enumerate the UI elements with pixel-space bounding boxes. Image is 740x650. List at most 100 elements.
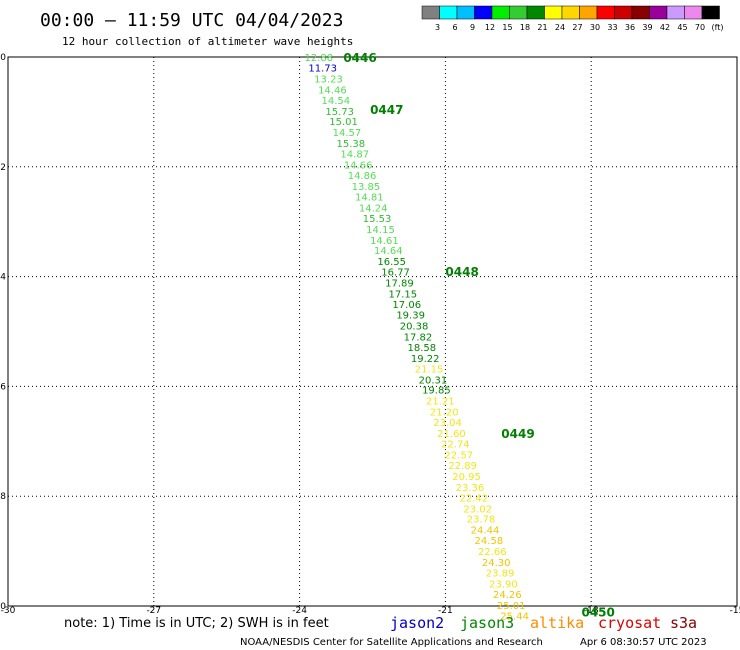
colorbar-label: (ft) <box>711 23 723 32</box>
colorbar-swatch <box>491 5 510 20</box>
colorbar-swatch <box>509 5 528 20</box>
colorbar-label: 36 <box>625 23 635 32</box>
time-label: 0449 <box>501 427 534 441</box>
swh-value: 22.66 <box>478 547 507 558</box>
y-tick-label: -40 <box>0 602 6 612</box>
x-tick-label: -18 <box>584 606 599 616</box>
colorbar-swatch <box>579 5 598 20</box>
x-tick-label: -27 <box>146 606 161 616</box>
swh-value: 19.85 <box>422 386 451 397</box>
y-tick-label: -38 <box>0 492 6 502</box>
colorbar-label: 70 <box>695 23 705 32</box>
satellite-cryosat: cryosat <box>598 614 661 632</box>
y-tick-label: -36 <box>0 382 6 392</box>
swh-value: 14.87 <box>340 150 369 161</box>
footer-timestamp: Apr 6 08:30:57 UTC 2023 <box>580 637 707 648</box>
colorbar-label: 42 <box>660 23 670 32</box>
colorbar-swatch <box>631 5 650 20</box>
swh-value: 21.15 <box>415 364 444 375</box>
colorbar-label: 6 <box>452 23 457 32</box>
colorbar-label: 15 <box>502 23 512 32</box>
chart-subtitle: 12 hour collection of altimeter wave hei… <box>62 35 353 48</box>
swh-value: 25.44 <box>500 611 529 622</box>
footer-credit: NOAA/NESDIS Center for Satellite Applica… <box>240 637 543 648</box>
x-tick-label: -24 <box>292 606 307 616</box>
swh-value: 13.85 <box>352 182 381 193</box>
swh-value: 15.53 <box>363 214 392 225</box>
colorbar-label: 30 <box>590 23 600 32</box>
swh-value: 14.15 <box>366 225 395 236</box>
chart-title: 00:00 – 11:59 UTC 04/04/2023 <box>40 10 343 31</box>
colorbar-label: 12 <box>485 23 495 32</box>
axis-ticks: -30 -27 -24 -21 -18 -15 -30 -32 -34 -36 -38 -40 <box>0 53 740 616</box>
swh-value: 12.88 <box>304 53 333 64</box>
swh-value: 20.95 <box>452 472 481 483</box>
satellite-altika: altika <box>530 614 584 632</box>
swh-value: 17.82 <box>404 332 433 343</box>
satellite-legend: jason2 jason3 altika cryosat s3a <box>390 614 697 632</box>
swh-value: 22.42 <box>459 493 488 504</box>
colorbar-label: 33 <box>607 23 617 32</box>
swh-value: 16.55 <box>377 257 406 268</box>
swh-value: 17.06 <box>392 300 421 311</box>
plot-frame <box>7 56 738 607</box>
swh-value: 22.89 <box>448 461 477 472</box>
colorbar-swatch <box>684 5 703 20</box>
colorbar-swatch <box>544 5 563 20</box>
swh-value: 15.38 <box>337 139 366 150</box>
y-tick-label: -34 <box>0 273 6 283</box>
swh-value: 21.60 <box>437 429 466 440</box>
colorbar-swatch <box>421 5 440 20</box>
swh-value: 21.21 <box>426 397 455 408</box>
colorbar-swatch <box>701 5 720 20</box>
swh-value: 14.86 <box>348 171 377 182</box>
colorbar-label: 9 <box>470 23 475 32</box>
colorbar: 3 6 9 12 15 18 21 24 27 30 33 36 39 42 45 70 (ft) <box>421 5 724 32</box>
x-tick-label: -30 <box>1 606 16 616</box>
swh-value: 19.22 <box>411 354 440 365</box>
swh-value: 24.26 <box>493 590 522 601</box>
colorbar-swatch <box>439 5 458 20</box>
swh-value: 22.57 <box>444 450 473 461</box>
swh-value: 24.44 <box>471 526 500 537</box>
colorbar-swatch <box>561 5 580 20</box>
colorbar-swatch <box>456 5 475 20</box>
data-points: 12.8811.7313.2314.4614.5415.7315.0114.57… <box>304 53 528 622</box>
x-tick-label: -21 <box>438 606 453 616</box>
grid <box>8 57 737 606</box>
colorbar-label: 21 <box>537 23 547 32</box>
swh-value: 16.77 <box>381 268 410 279</box>
colorbar-label: 27 <box>572 23 582 32</box>
swh-value: 13.23 <box>314 74 343 85</box>
y-tick-label: -30 <box>0 53 6 63</box>
swh-value: 24.30 <box>482 558 511 569</box>
colorbar-label: 45 <box>677 23 687 32</box>
swh-value: 14.54 <box>321 96 350 107</box>
swh-value: 14.57 <box>333 128 362 139</box>
swh-value: 15.01 <box>329 117 358 128</box>
colorbar-swatch <box>474 5 493 20</box>
satellite-jason3: jason3 <box>460 614 514 632</box>
x-tick-label: -15 <box>730 606 740 616</box>
time-label: 0446 <box>343 51 376 65</box>
swh-value: 23.36 <box>456 483 485 494</box>
swh-value: 23.02 <box>463 504 492 515</box>
colorbar-label: 39 <box>642 23 652 32</box>
swh-value: 14.66 <box>344 161 373 172</box>
satellite-jason2: jason2 <box>390 614 444 632</box>
swh-value: 24.58 <box>475 536 504 547</box>
swh-value: 23.04 <box>433 418 462 429</box>
swh-value: 17.15 <box>389 290 418 301</box>
colorbar-label: 18 <box>520 23 530 32</box>
swh-value: 21.20 <box>430 408 459 419</box>
swh-value: 14.64 <box>374 246 403 257</box>
colorbar-swatch <box>596 5 615 20</box>
y-tick-label: -32 <box>0 163 6 173</box>
swh-value: 14.46 <box>318 85 347 96</box>
swh-value: 14.81 <box>355 192 384 203</box>
swh-value: 18.58 <box>407 343 436 354</box>
swh-value: 20.38 <box>400 321 429 332</box>
swh-value: 15.73 <box>325 107 354 118</box>
swh-value: 25.01 <box>497 601 526 612</box>
swh-value: 11.73 <box>308 63 337 74</box>
